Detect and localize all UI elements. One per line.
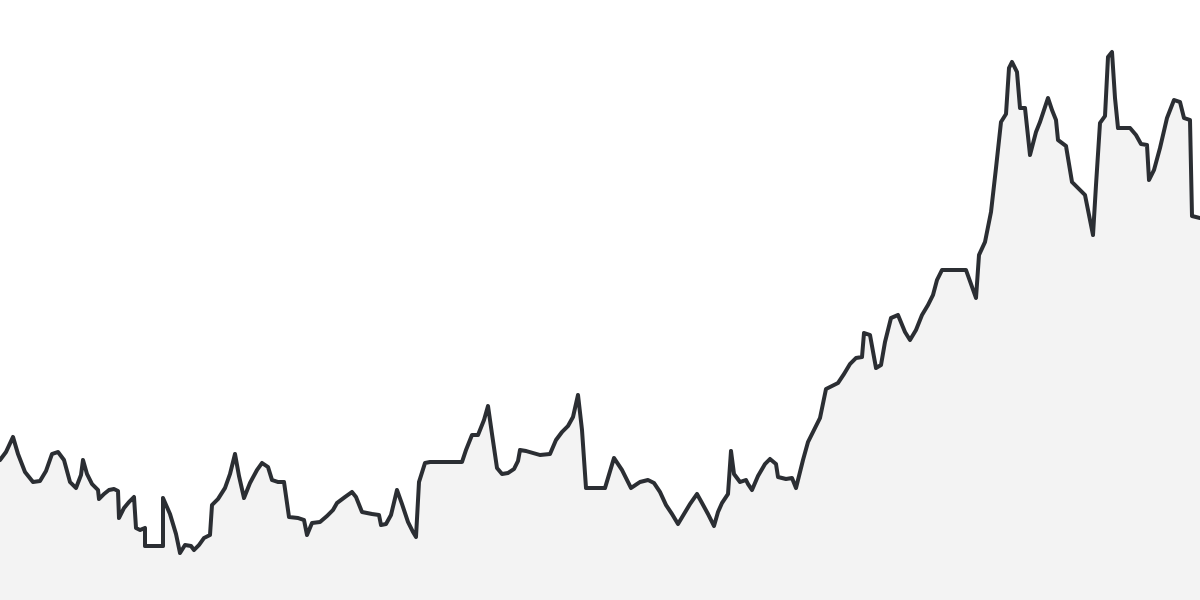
series-area-fill [0, 52, 1200, 600]
series-line [0, 50, 1200, 555]
